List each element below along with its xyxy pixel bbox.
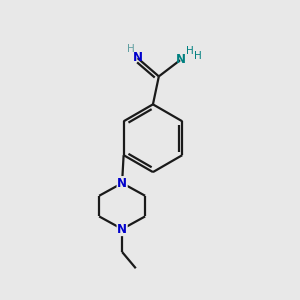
Text: H: H xyxy=(186,46,193,56)
Text: N: N xyxy=(117,177,127,190)
Text: N: N xyxy=(117,223,127,236)
Text: N: N xyxy=(133,51,143,64)
Text: N: N xyxy=(176,53,186,66)
Text: H: H xyxy=(127,44,135,54)
Text: H: H xyxy=(194,51,202,61)
